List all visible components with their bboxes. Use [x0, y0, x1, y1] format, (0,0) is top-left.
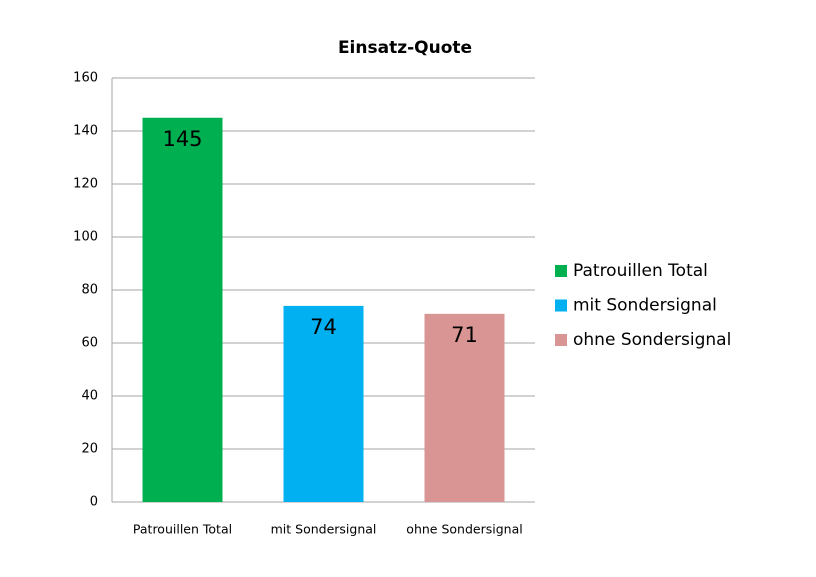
value-label: 74 — [310, 315, 337, 339]
y-tick-label: 120 — [73, 177, 98, 192]
legend-label: ohne Sondersignal — [573, 330, 731, 350]
y-tick-label: 40 — [81, 389, 98, 404]
legend-swatch — [555, 299, 567, 312]
y-tick-label: 80 — [81, 283, 98, 298]
bar — [142, 117, 223, 502]
y-tick-label: 20 — [81, 442, 98, 457]
x-tick-label: mit Sondersignal — [271, 522, 377, 537]
value-label: 145 — [162, 127, 202, 151]
legend-swatch — [555, 334, 567, 346]
x-tick-label: ohne Sondersignal — [406, 522, 522, 537]
y-tick-label: 60 — [81, 336, 98, 351]
bar — [424, 313, 505, 502]
value-label: 71 — [451, 323, 478, 347]
bar — [283, 305, 364, 502]
chart-title: Einsatz-Quote — [338, 38, 472, 58]
y-tick-label: 140 — [73, 124, 98, 139]
x-tick-label: Patrouillen Total — [133, 522, 232, 537]
y-tick-label: 0 — [90, 495, 98, 510]
legend-label: mit Sondersignal — [573, 296, 717, 316]
legend-label: Patrouillen Total — [573, 261, 708, 281]
y-tick-label: 160 — [73, 71, 98, 86]
legend-swatch — [555, 265, 567, 277]
y-tick-label: 100 — [73, 230, 98, 245]
